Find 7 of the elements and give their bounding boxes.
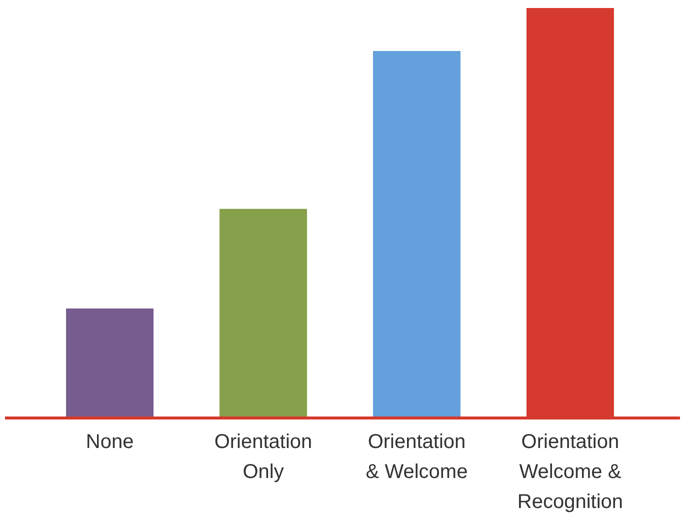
bar <box>66 308 154 418</box>
x-tick-label: None <box>86 431 134 453</box>
bar <box>220 208 307 418</box>
x-tick-label: Orientation & Welcome <box>366 431 468 483</box>
bar <box>373 51 460 418</box>
x-tick-label: Orientation Welcome & Recognition <box>517 431 624 513</box>
x-tick-label: Orientation Only <box>214 431 312 483</box>
